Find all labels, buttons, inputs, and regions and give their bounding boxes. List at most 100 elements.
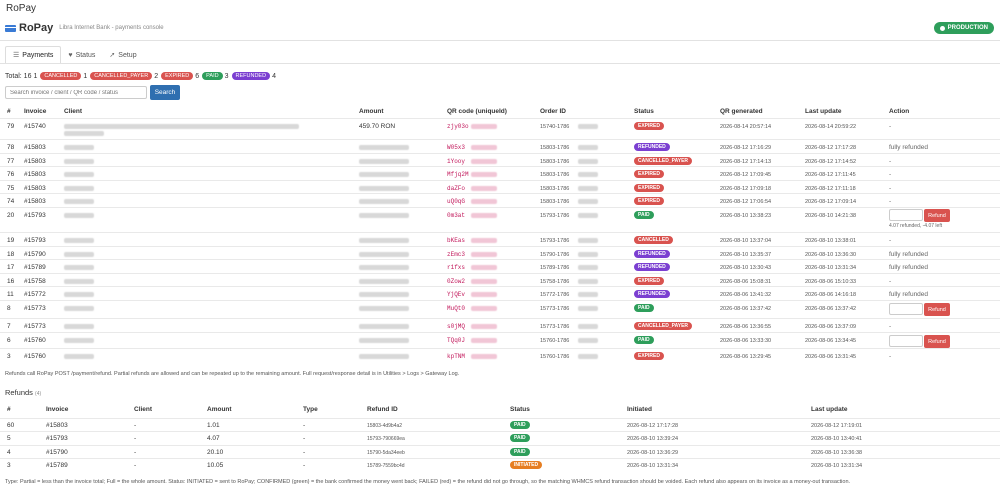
refund-amount-input[interactable] <box>889 335 923 347</box>
qr-code: W05x3 <box>447 144 466 151</box>
action-text: - <box>889 158 892 165</box>
status-badge-refunded[interactable]: REFUNDED <box>231 72 271 80</box>
last-update: 2026-08-06 13:37:09 <box>805 324 857 330</box>
tab-divider <box>0 63 1000 64</box>
last-update: 2026-08-06 13:37:42 <box>805 306 857 312</box>
invoice-link[interactable]: #15793 <box>24 212 46 219</box>
amount-redacted <box>359 213 409 218</box>
client-redacted <box>64 213 94 218</box>
client-redacted <box>64 306 94 311</box>
amount-redacted <box>359 292 409 297</box>
refund-id: 15803-4d9b4a2 <box>367 423 403 429</box>
row-id: 18 <box>7 251 15 258</box>
invoice-link[interactable]: #15789 <box>46 462 68 469</box>
qr-code: Mfjq2M <box>447 171 469 178</box>
status-badge-cancelled[interactable]: CANCELLED <box>40 72 82 80</box>
qr-redacted <box>471 199 497 204</box>
invoice-link[interactable]: #15789 <box>24 264 46 271</box>
client-redacted <box>64 292 94 297</box>
invoice-link[interactable]: #15803 <box>24 158 46 165</box>
row-id: 16 <box>7 278 15 285</box>
invoice-link[interactable]: #15760 <box>24 353 46 360</box>
qr-redacted <box>471 354 497 359</box>
status-badge-paid[interactable]: PAID <box>202 72 223 80</box>
initiated: 2026-08-10 13:31:34 <box>627 463 679 469</box>
amount-redacted <box>359 306 409 311</box>
qr-redacted <box>471 213 497 218</box>
column-header: # <box>7 406 11 413</box>
tab-payments[interactable]: ☰ Payments <box>5 46 62 64</box>
status-badge: CANCELLED_PAYER <box>634 157 693 165</box>
order-redacted <box>578 124 598 129</box>
invoice-link[interactable]: #15793 <box>24 237 46 244</box>
order-redacted <box>578 238 598 243</box>
table-row: 74 #15803 uQ0qG 15803-1786 EXPIRED 2026-08-12… <box>0 193 1000 207</box>
status-badge: PAID <box>510 448 530 456</box>
invoice-link[interactable]: #15760 <box>24 337 46 344</box>
status-badge-expired[interactable]: EXPIRED <box>161 72 194 80</box>
qr-redacted <box>471 145 497 150</box>
amount-redacted <box>359 238 409 243</box>
search-button[interactable]: Search <box>150 85 180 100</box>
qr-generated: 2026-08-12 17:06:54 <box>720 199 772 205</box>
invoice-link[interactable]: #15773 <box>24 323 46 330</box>
action-text: - <box>889 198 892 205</box>
status-badge: EXPIRED <box>634 170 664 178</box>
card-icon <box>5 24 16 32</box>
action-text: - <box>889 353 892 360</box>
invoice-link[interactable]: #15740 <box>24 123 46 130</box>
amount: 1.01 <box>207 422 220 429</box>
invoice-link[interactable]: #15803 <box>46 422 68 429</box>
invoice-link[interactable]: #15773 <box>24 305 46 312</box>
amount-redacted <box>359 199 409 204</box>
last-update: 2026-08-12 17:11:18 <box>805 186 856 192</box>
initiated: 2026-08-10 13:36:29 <box>627 450 679 456</box>
column-header: Client <box>134 406 153 413</box>
tab-status[interactable]: ♥ Status <box>61 46 102 64</box>
invoice-link[interactable]: #15793 <box>46 435 68 442</box>
qr-redacted <box>471 172 497 177</box>
amount-redacted <box>359 159 409 164</box>
amount: 20.10 <box>207 449 224 456</box>
total-pre-count: 1 <box>33 72 38 80</box>
status-badge-cancelled_payer[interactable]: CANCELLED_PAYER <box>90 72 153 80</box>
order-id: 15773-1786 <box>540 306 570 312</box>
invoice-link[interactable]: #15803 <box>24 198 46 205</box>
row-id: 77 <box>7 158 15 165</box>
brand: RoPay Libra Internet Bank - payments con… <box>5 22 164 34</box>
order-id: 15772-1786 <box>540 292 570 298</box>
invoice-link[interactable]: #15758 <box>24 278 46 285</box>
refund-button[interactable]: Refund <box>924 335 950 348</box>
invoice-link[interactable]: #15803 <box>24 144 46 151</box>
invoice-link[interactable]: #15803 <box>24 171 46 178</box>
client-redacted <box>64 159 94 164</box>
tab-setup[interactable]: ➚ Setup <box>102 46 143 64</box>
qr-redacted <box>471 324 497 329</box>
total-count: Total: 16 <box>5 72 32 80</box>
invoice-link[interactable]: #15790 <box>24 251 46 258</box>
refund-amount-input[interactable] <box>889 209 923 221</box>
invoice-link[interactable]: #15790 <box>46 449 68 456</box>
status-count: 2 <box>154 72 159 80</box>
status-badge: REFUNDED <box>634 143 670 151</box>
order-redacted <box>578 279 598 284</box>
order-id: 15803-1786 <box>540 145 570 151</box>
invoice-link[interactable]: #15772 <box>24 291 46 298</box>
last-update: 2026-08-06 13:34:45 <box>805 338 857 344</box>
qr-redacted <box>471 279 497 284</box>
environment-badge: PRODUCTION <box>933 22 994 34</box>
order-id: 15760-1786 <box>540 338 570 344</box>
client-redacted <box>64 199 94 204</box>
qr-generated: 2026-08-06 13:41:32 <box>720 292 772 298</box>
refund-amount-input[interactable] <box>889 303 923 315</box>
column-header: QR code (uniqueId) <box>447 108 507 115</box>
invoice-link[interactable]: #15803 <box>24 185 46 192</box>
search-input[interactable] <box>5 86 147 99</box>
status-badge: PAID <box>634 211 654 219</box>
row-id: 76 <box>7 171 15 178</box>
action-text: - <box>889 171 892 178</box>
refund-button[interactable]: Refund <box>924 209 950 222</box>
refund-button[interactable]: Refund <box>924 303 950 316</box>
last-update: 2026-08-06 13:31:45 <box>805 354 857 360</box>
status-badge: REFUNDED <box>634 290 670 298</box>
